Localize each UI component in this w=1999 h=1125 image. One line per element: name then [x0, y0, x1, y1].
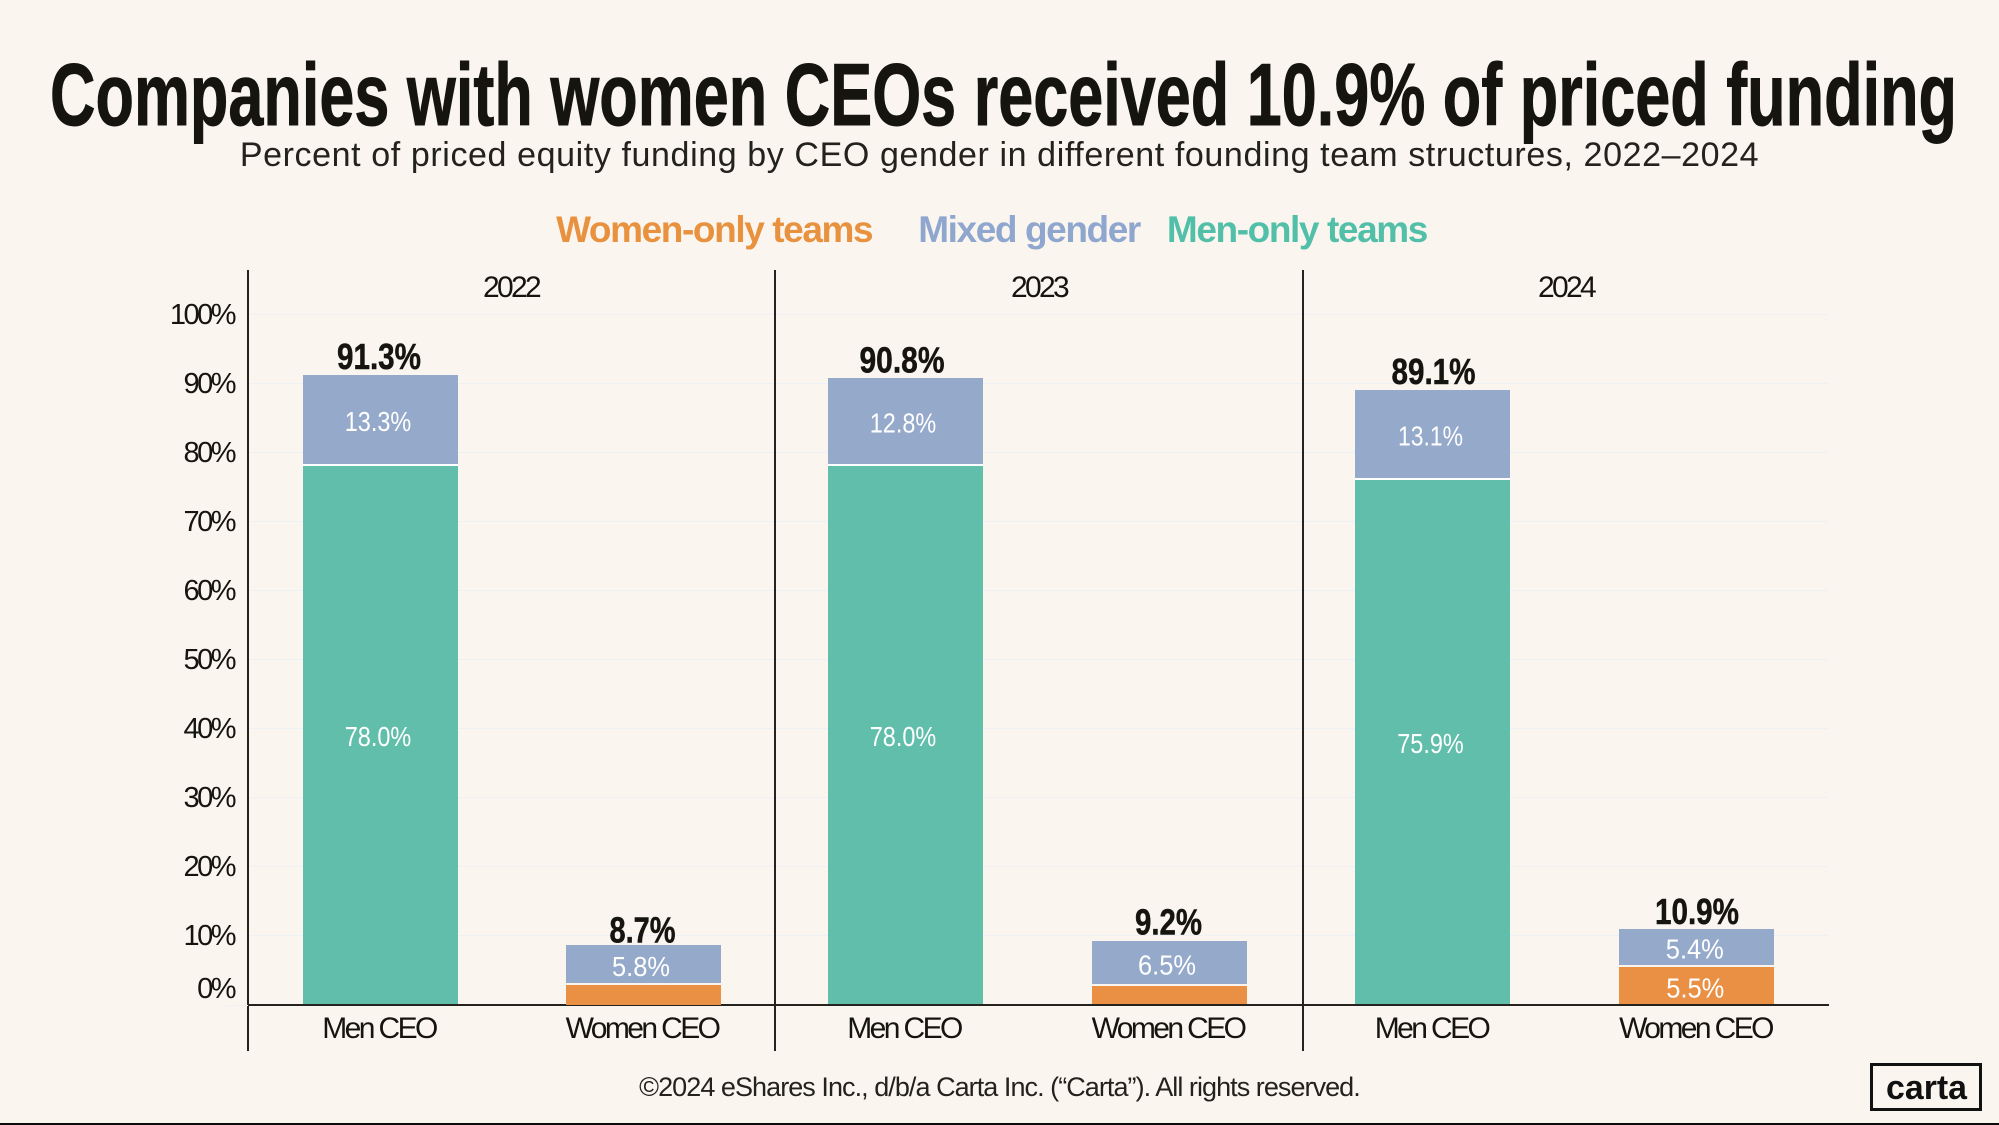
svg-text:5.5%: 5.5%: [1666, 972, 1724, 1003]
svg-text:78.0%: 78.0%: [870, 721, 937, 752]
svg-text:78.0%: 78.0%: [345, 721, 412, 752]
svg-text:8.7%: 8.7%: [610, 910, 676, 951]
svg-text:10.9%: 10.9%: [1655, 891, 1739, 932]
svg-text:Companies with women CEOs rece: Companies with women CEOs received 10.9%…: [50, 45, 1957, 144]
svg-text:89.1%: 89.1%: [1392, 351, 1476, 392]
svg-text:12.8%: 12.8%: [870, 408, 937, 439]
svg-text:90.8%: 90.8%: [860, 340, 945, 381]
svg-text:5.8%: 5.8%: [612, 951, 670, 982]
svg-text:carta: carta: [1886, 1069, 1968, 1107]
svg-text:13.1%: 13.1%: [1398, 420, 1463, 451]
svg-text:5.4%: 5.4%: [1666, 933, 1724, 964]
svg-text:91.3%: 91.3%: [337, 336, 421, 377]
svg-text:13.3%: 13.3%: [345, 406, 412, 437]
svg-text:9.2%: 9.2%: [1135, 902, 1202, 943]
svg-text:75.9%: 75.9%: [1397, 728, 1464, 759]
svg-text:6.5%: 6.5%: [1138, 950, 1196, 981]
